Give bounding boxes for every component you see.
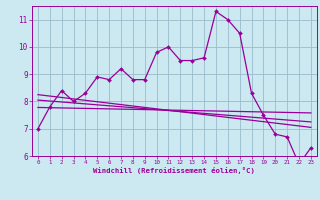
X-axis label: Windchill (Refroidissement éolien,°C): Windchill (Refroidissement éolien,°C) bbox=[93, 167, 255, 174]
